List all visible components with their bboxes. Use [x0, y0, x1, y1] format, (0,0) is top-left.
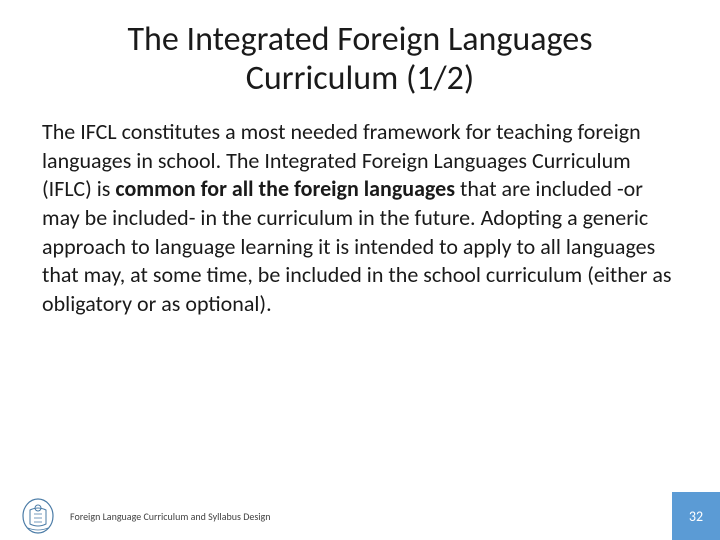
body-bold1: common for all the foreign languages [115, 175, 460, 202]
institution-logo-icon [20, 496, 56, 536]
slide-body: The IFCL constitutes a most needed frame… [40, 118, 680, 318]
footer-left: Foreign Language Curriculum and Syllabus… [0, 496, 270, 536]
slide-title: The Integrated Foreign Languages Curricu… [40, 20, 680, 98]
footer-text: Foreign Language Curriculum and Syllabus… [70, 510, 270, 523]
page-number: 32 [672, 492, 720, 540]
slide-footer: Foreign Language Curriculum and Syllabus… [0, 492, 720, 540]
slide-container: The Integrated Foreign Languages Curricu… [0, 0, 720, 540]
